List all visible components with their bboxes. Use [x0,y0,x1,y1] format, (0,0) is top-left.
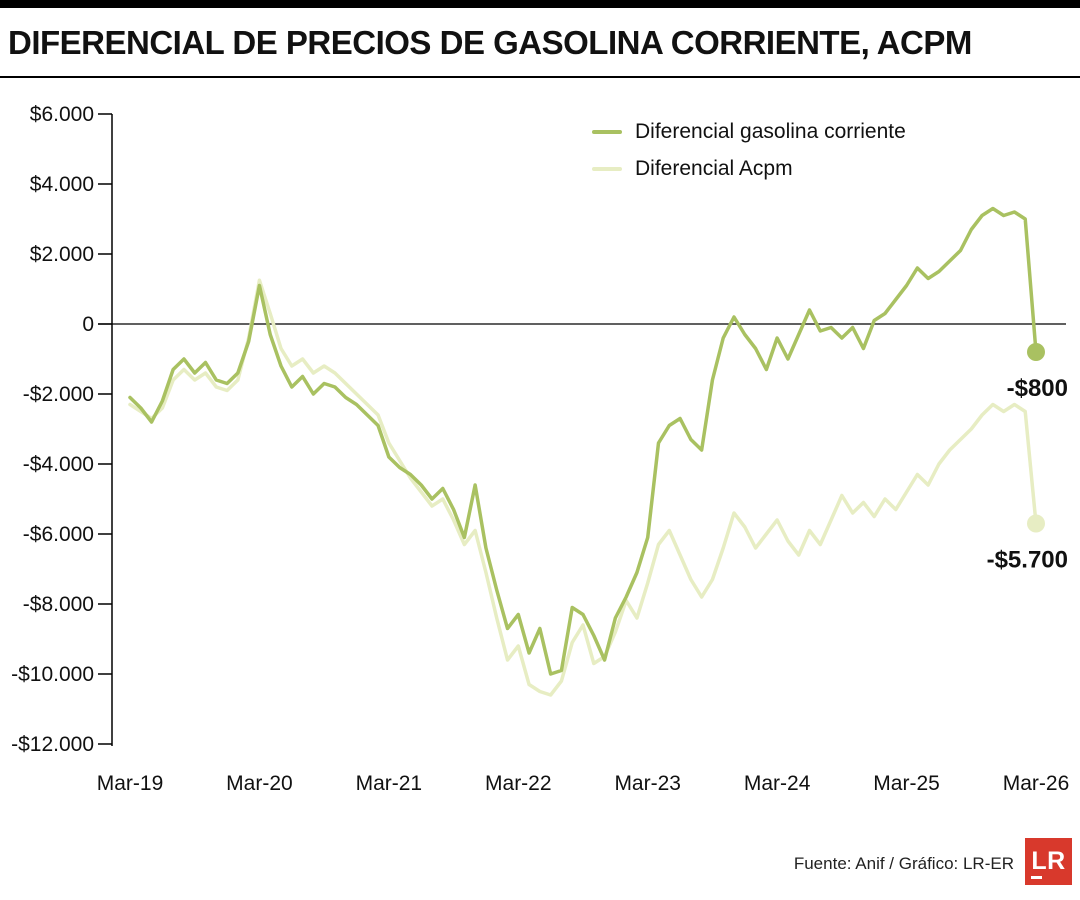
end-value-label-1: -$5.700 [987,547,1068,574]
page-title: DIFERENCIAL DE PRECIOS DE GASOLINA CORRI… [8,24,972,61]
x-tick-label: Mar-20 [226,772,293,795]
end-dot-0 [1027,343,1045,361]
legend: Diferencial gasolina corriente Diferenci… [592,120,906,181]
price-differential-chart: $6.000 $4.000 $2.000 0 -$2.000 -$4.000 -$6.000… [11,103,1070,795]
end-dot-1 [1027,514,1045,533]
y-tick-label: $4.000 [30,173,94,196]
y-tick-label: $6.000 [30,103,94,126]
title-divider [0,76,1080,78]
x-tick-label: Mar-23 [614,772,681,795]
y-tick-label: -$4.000 [23,453,94,476]
y-tick-label: -$6.000 [23,523,94,546]
y-tick-label: $2.000 [30,243,94,266]
lr-logo-text: LR [1031,847,1066,875]
y-tick-label: -$10.000 [11,663,94,686]
x-tick-label: Mar-22 [485,772,552,795]
top-border-bar [0,0,1080,8]
x-tick-label: Mar-26 [1003,772,1070,795]
y-tick-label: -$8.000 [23,593,94,616]
end-value-label-0: -$800 [1007,375,1068,402]
lr-logo: LR [1025,838,1072,885]
lr-logo-dash [1031,876,1042,879]
legend-label-gasolina: Diferencial gasolina corriente [635,120,906,143]
series-line-0 [128,206,1038,676]
legend-item-acpm: Diferencial Acpm [592,157,906,181]
source-credit: Fuente: Anif / Gráfico: LR-ER [793,854,1014,873]
legend-label-acpm: Diferencial Acpm [635,157,793,180]
y-tick-label: -$2.000 [23,383,94,406]
y-tick-label: -$12.000 [11,733,94,756]
legend-item-gasolina: Diferencial gasolina corriente [592,120,906,144]
legend-swatch-gasolina [592,130,622,134]
y-tick-label: 0 [82,313,94,336]
x-tick-label: Mar-24 [744,772,811,795]
x-tick-label: Mar-19 [97,772,164,795]
series-line-1 [128,278,1038,697]
x-tick-label: Mar-25 [873,772,940,795]
legend-swatch-acpm [592,167,622,171]
x-tick-label: Mar-21 [356,772,423,795]
